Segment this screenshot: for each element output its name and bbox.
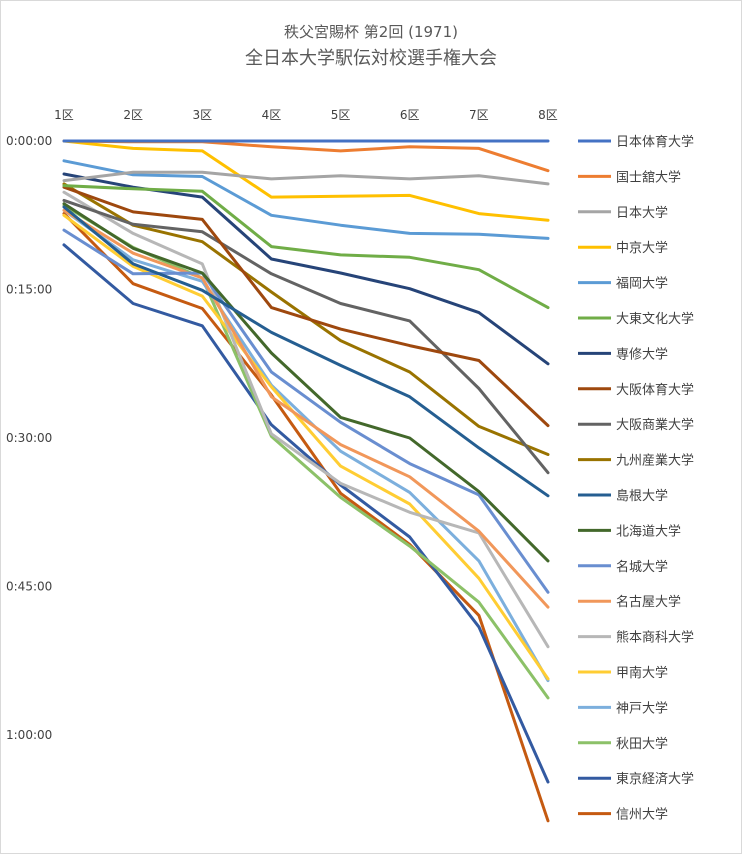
chart-subtitle: 全日本大学駅伝対校選手権大会: [245, 48, 497, 69]
y-axis-ticks: 0:00:00 0:15:00 0:30:00 0:45:00 1:00:00: [6, 134, 52, 742]
legend-label: 日本大学: [616, 205, 668, 221]
legend-label: 大阪商業大学: [616, 417, 694, 433]
series-line: [62, 190, 550, 649]
series-line: [62, 205, 550, 498]
legend-label: 福岡大学: [616, 276, 668, 292]
x-tick-label: 6区: [400, 108, 420, 122]
series-line: [62, 170, 550, 186]
series-line: [62, 159, 550, 240]
x-tick-label: 4区: [262, 108, 282, 122]
legend-label: 日本体育大学: [616, 134, 694, 150]
series-line: [62, 198, 550, 475]
legend-label: 中京大学: [616, 240, 668, 256]
x-tick-label: 7区: [469, 108, 489, 122]
legend-label: 名城大学: [616, 559, 668, 575]
legend-label: 信州大学: [616, 807, 668, 823]
x-tick-label: 2区: [123, 108, 143, 122]
legend-label: 秋田大学: [616, 736, 668, 752]
legend: 日本体育大学国士舘大学日本大学中京大学福岡大学大東文化大学専修大学大阪体育大学大…: [578, 134, 694, 823]
x-tick-label: 8区: [538, 108, 558, 122]
series-line: [62, 182, 550, 456]
series-line: [62, 243, 550, 784]
series-line: [62, 213, 550, 681]
y-tick-label: 0:45:00: [6, 580, 52, 594]
series-line: [62, 228, 550, 594]
legend-label: 神戸大学: [616, 700, 668, 716]
series-line: [62, 202, 550, 563]
series-line: [62, 139, 550, 222]
y-tick-label: 0:00:00: [6, 134, 52, 148]
x-axis-ticks: 1区 2区 3区 4区 5区 6区 7区 8区: [54, 108, 558, 122]
series-line: [62, 208, 550, 683]
legend-label: 大阪体育大学: [616, 382, 694, 398]
legend-label: 大東文化大学: [616, 311, 694, 327]
legend-label: 国士舘大学: [616, 169, 681, 185]
x-tick-label: 3区: [192, 108, 212, 122]
x-tick-label: 1区: [54, 108, 74, 122]
series-line: [62, 212, 550, 823]
series-line: [62, 139, 550, 173]
y-tick-label: 0:30:00: [6, 431, 52, 445]
legend-label: 熊本商科大学: [616, 630, 694, 646]
legend-label: 九州産業大学: [616, 453, 694, 469]
legend-label: 専修大学: [616, 346, 668, 362]
legend-label: 島根大学: [616, 488, 668, 504]
legend-label: 東京経済大学: [616, 771, 694, 787]
chart-title: 秩父宮賜杯 第2回 (1971): [284, 23, 458, 41]
series-line: [62, 185, 550, 428]
y-tick-label: 0:15:00: [6, 283, 52, 297]
x-tick-label: 5区: [331, 108, 351, 122]
series-line: [62, 184, 550, 310]
series-line: [62, 208, 550, 609]
legend-label: 甲南大学: [616, 665, 668, 681]
series-lines: [62, 139, 550, 823]
legend-label: 北海道大学: [616, 523, 681, 539]
legend-label: 名古屋大学: [616, 594, 681, 610]
y-tick-label: 1:00:00: [6, 728, 52, 742]
